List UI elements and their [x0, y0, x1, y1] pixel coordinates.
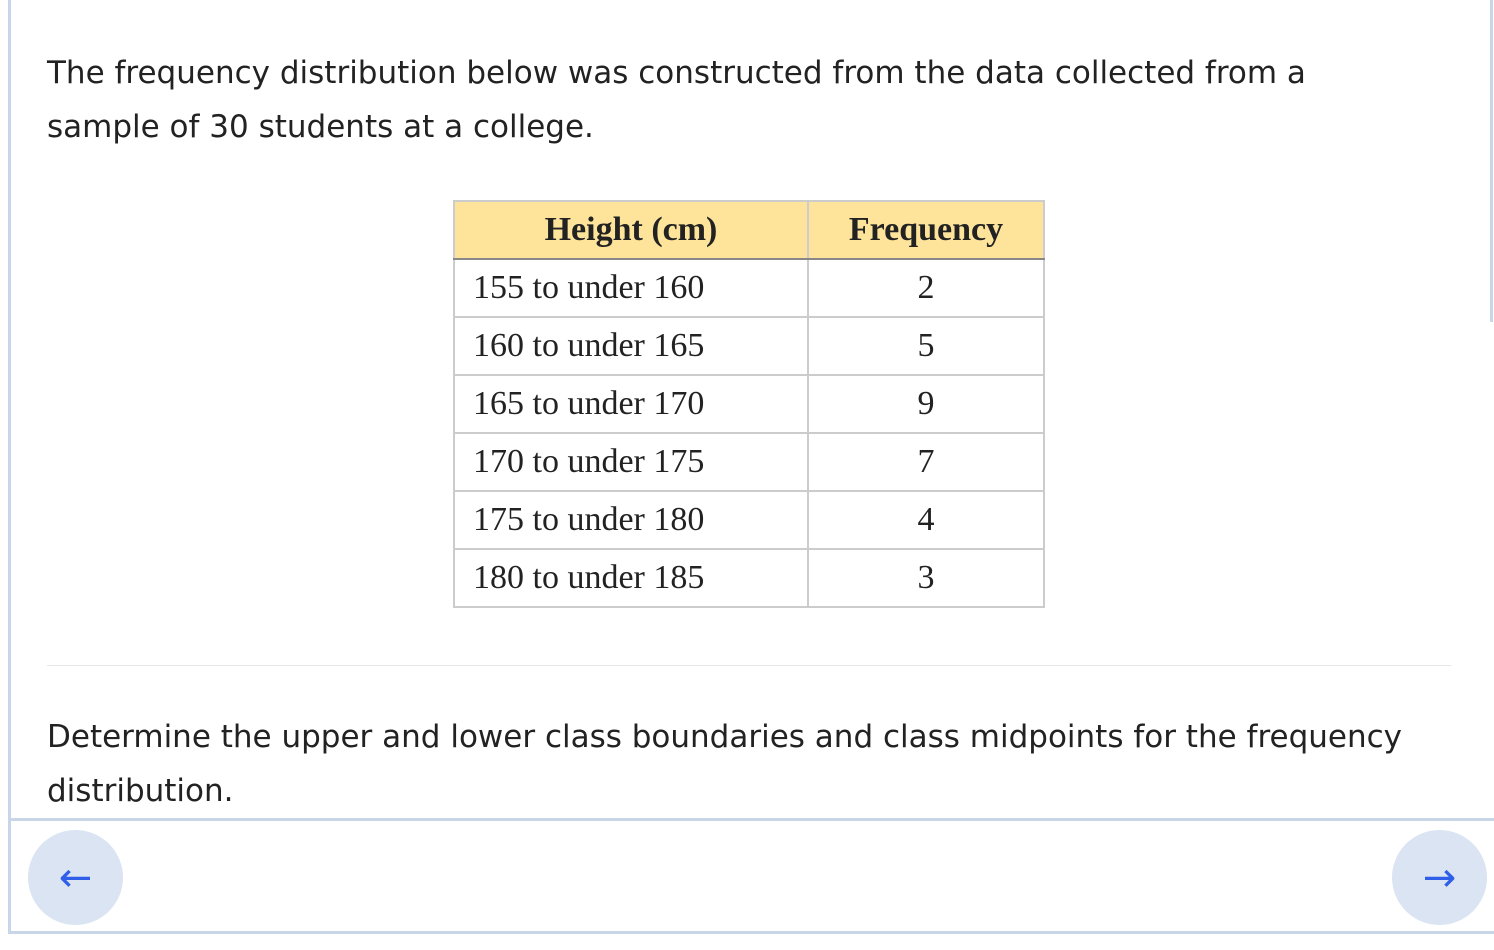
- table-row: 180 to under 185 3: [453, 548, 1045, 608]
- table-row: 160 to under 165 5: [453, 316, 1045, 376]
- scrollbar: [1490, 0, 1493, 322]
- class-cell: 175 to under 180: [453, 490, 809, 550]
- frequency-cell: 4: [807, 490, 1045, 550]
- class-cell: 165 to under 170: [453, 374, 809, 434]
- question-intro: The frequency distribution below was con…: [47, 55, 1306, 145]
- header-cell: Frequency: [807, 200, 1045, 260]
- frequency-cell: 9: [807, 374, 1045, 434]
- frequency-cell: 7: [807, 432, 1045, 492]
- next-button[interactable]: →: [1392, 830, 1487, 925]
- table-row: 165 to under 170 9: [453, 374, 1045, 434]
- header-cell: Height (cm): [453, 200, 809, 260]
- class-cell: 170 to under 175: [453, 432, 809, 492]
- frequency-table: Height (cm) Frequency 155 to under 160 2 1…: [453, 200, 1045, 608]
- class-cell: 180 to under 185: [453, 548, 809, 608]
- divider: [47, 665, 1451, 666]
- question-instruction: Determine the upper and lower class boun…: [47, 719, 1403, 809]
- header-row: Height (cm) Frequency: [453, 200, 1045, 260]
- table-row: 170 to under 175 7: [453, 432, 1045, 492]
- frequency-cell: 5: [807, 316, 1045, 376]
- frequency-cell: 2: [807, 258, 1045, 318]
- table-body: 155 to under 160 2 160 to under 165 5 165 to…: [453, 258, 1045, 608]
- toolbar-border: [11, 818, 1494, 821]
- table-row: 175 to under 180 4: [453, 490, 1045, 550]
- frame: [8, 0, 1494, 934]
- class-cell: 155 to under 160: [453, 258, 809, 318]
- previous-button[interactable]: ←: [28, 830, 123, 925]
- frequency-cell: 3: [807, 548, 1045, 608]
- table-row: 155 to under 160 2: [453, 258, 1045, 318]
- class-cell: 160 to under 165: [453, 316, 809, 376]
